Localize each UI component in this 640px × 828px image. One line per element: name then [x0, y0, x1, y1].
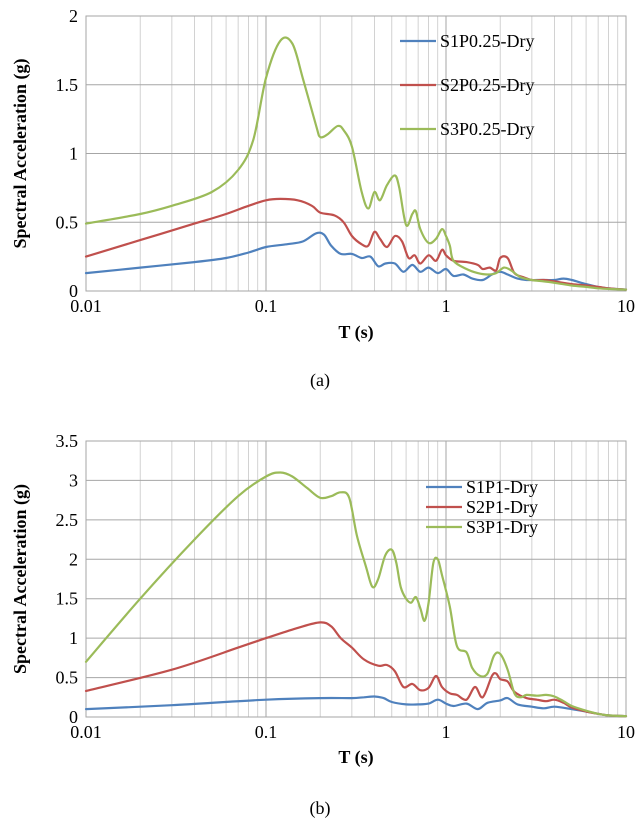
plot-area-frame — [85, 15, 627, 292]
series-line-s3p1-dry — [84, 471, 628, 718]
y-tick-label: 0.5 — [56, 668, 79, 688]
y-tick-label: 1 — [69, 144, 78, 164]
series-line-s3p0-25-dry — [84, 36, 628, 291]
y-axis-label: Spectral Acceleration (g) — [10, 59, 31, 249]
series-line-s2p1-dry — [84, 621, 628, 718]
legend-entry: S3P1-Dry — [466, 517, 538, 537]
legend-entry: S2P1-Dry — [466, 497, 538, 517]
x-tick-label: 0.1 — [255, 296, 278, 316]
x-tick-label: 0.01 — [70, 296, 102, 316]
y-tick-label: 1.5 — [56, 589, 79, 609]
y-axis-label: Spectral Acceleration (g) — [10, 484, 31, 674]
y-tick-label: 2 — [69, 549, 78, 569]
x-tick-label: 0.01 — [70, 722, 102, 742]
panel-caption: (a) — [310, 370, 330, 391]
legend-entry: S1P1-Dry — [466, 477, 538, 497]
y-tick-label: 1.5 — [56, 75, 79, 95]
gridlines — [85, 15, 627, 292]
y-tick-label: 2 — [69, 6, 78, 26]
series-line-s2p0-25-dry — [84, 197, 628, 291]
plot-area-frame — [85, 440, 627, 718]
legend-entry: S2P0.25-Dry — [440, 75, 535, 95]
y-tick-label: 3.5 — [56, 431, 79, 451]
y-tick-label: 1 — [69, 628, 78, 648]
y-tick-label: 0.5 — [56, 212, 79, 232]
y-tick-label: 3 — [69, 470, 78, 490]
y-tick-label: 0 — [69, 707, 78, 727]
x-tick-label: 10 — [617, 296, 635, 316]
x-tick-label: 1 — [442, 722, 451, 742]
legend-entry: S3P0.25-Dry — [440, 119, 535, 139]
x-axis-label: T (s) — [338, 747, 373, 768]
chart-panel-b: 0.01 0.1 1 10 0 0.5 1 1.5 2 2.5 3 3.5 T (s) Spectral … — [10, 431, 635, 819]
gridlines — [85, 440, 627, 718]
x-tick-label: 0.1 — [255, 722, 278, 742]
panel-caption: (b) — [310, 798, 331, 819]
x-tick-label: 1 — [442, 296, 451, 316]
x-axis-label: T (s) — [338, 322, 373, 343]
legend: S1P0.25-Dry S2P0.25-Dry S3P0.25-Dry — [400, 31, 535, 139]
series-line-s1p1-dry — [84, 695, 628, 718]
y-tick-label: 0 — [69, 281, 78, 301]
chart-panel-a: 0.01 0.1 1 10 0 0.5 1 1.5 2 T (s) Spectral Acceler… — [10, 6, 635, 391]
y-tick-label: 2.5 — [56, 510, 79, 530]
x-tick-label: 10 — [617, 722, 635, 742]
legend-entry: S1P0.25-Dry — [440, 31, 535, 51]
